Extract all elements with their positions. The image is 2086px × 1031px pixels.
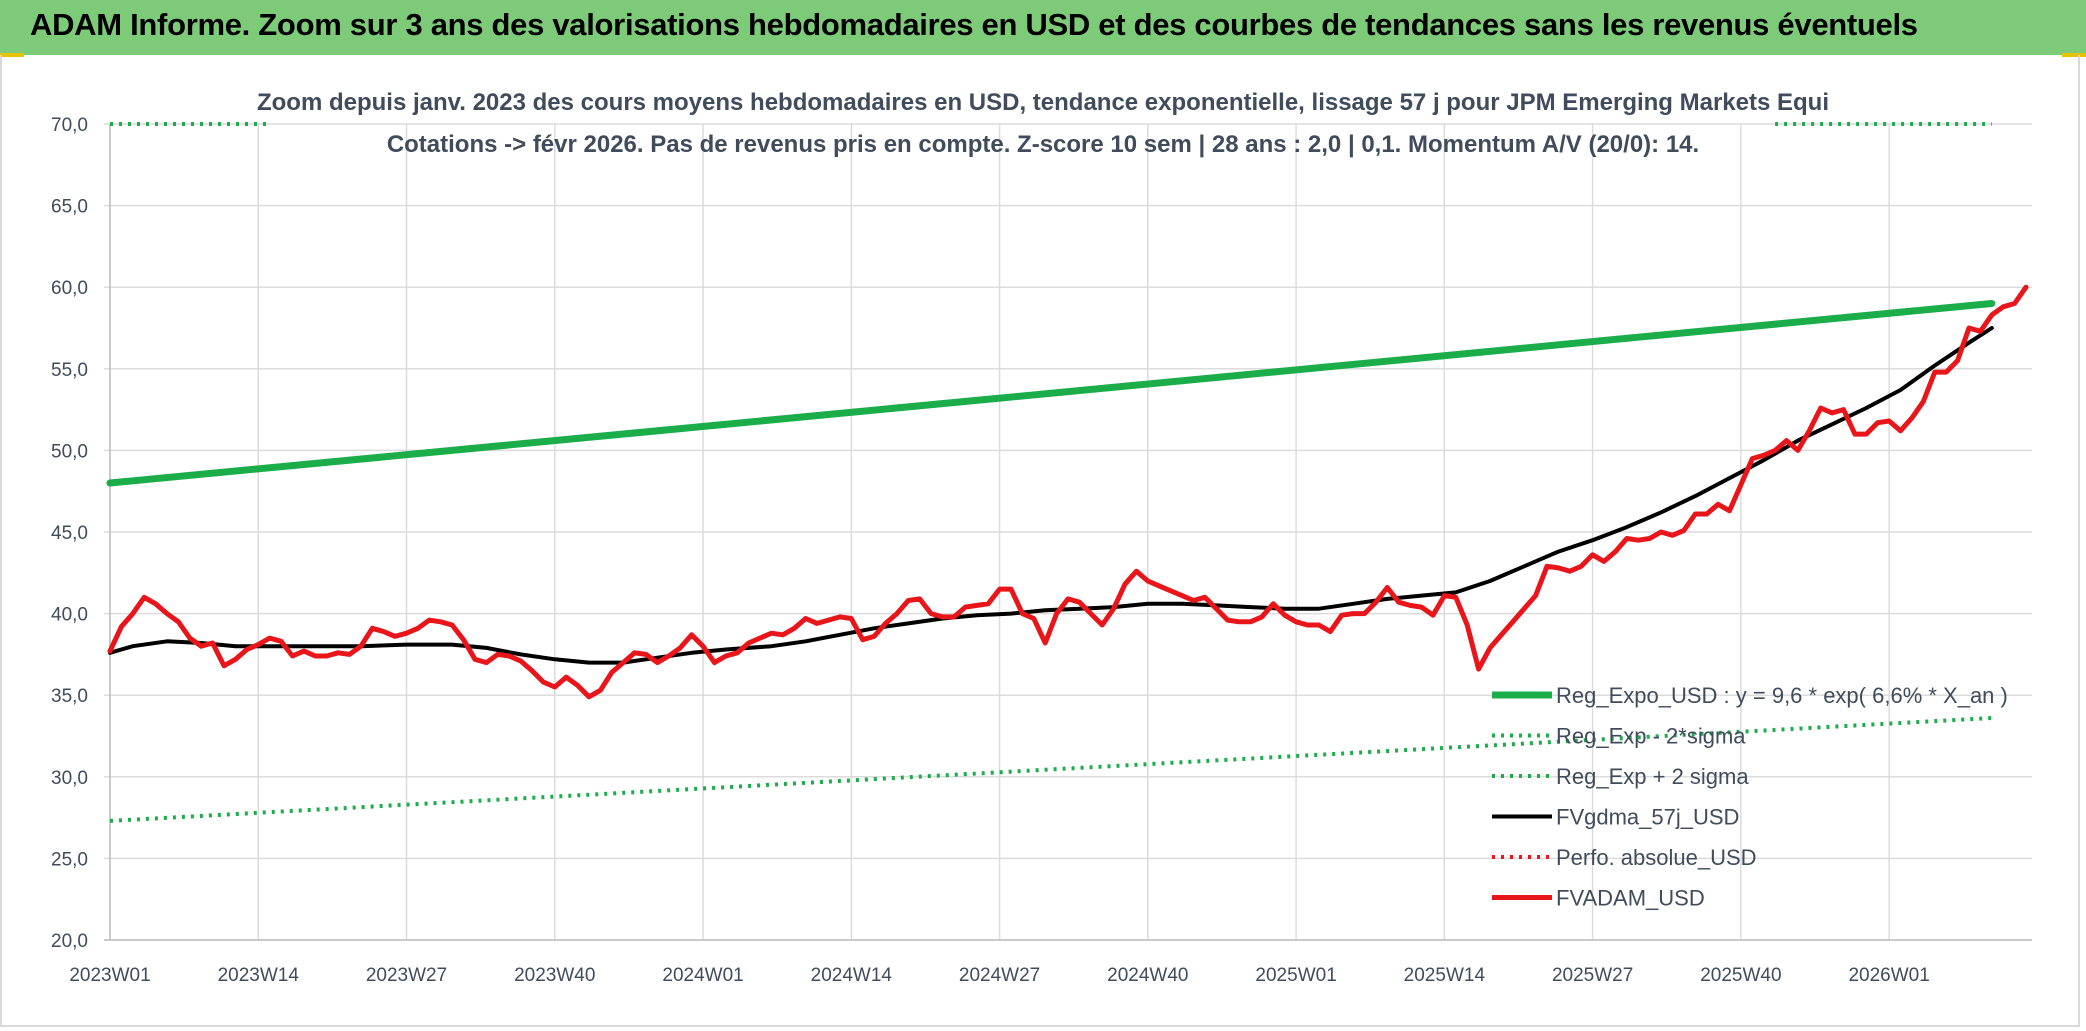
y-tick-label: 60,0 [51,278,88,299]
y-tick-label: 65,0 [51,197,88,218]
header-bar: ADAM Informe. Zoom sur 3 ans des valoris… [0,0,2086,55]
x-tick-label: 2025W40 [1700,965,1781,986]
y-tick-label: 50,0 [51,441,88,462]
y-tick-label: 40,0 [51,605,88,626]
legend-label: Reg_Exp + 2 sigma [1556,764,1749,789]
x-tick-label: 2025W27 [1552,965,1633,986]
y-tick-label: 35,0 [51,686,88,707]
y-tick-label: 20,0 [51,931,88,952]
series-line-3 [108,326,1994,665]
x-tick-label: 2025W01 [1255,965,1336,986]
x-axis: 2023W01 2023W14 2023W27 2023W40 2024W01 2024W… [69,939,2032,986]
series-line-0 [106,300,1996,487]
x-tick-label: 2024W27 [959,965,1040,986]
legend: Reg_Expo_USD : y = 9,6 * exp( 6,6% * X_a… [1492,683,2008,911]
x-tick-label: 2023W01 [69,965,150,986]
gridlines [104,123,2032,941]
series-line-5 [107,284,2029,700]
legend-label: Reg_Expo_USD : y = 9,6 * exp( 6,6% * X_a… [1556,683,2008,708]
x-tick-label: 2023W40 [514,965,595,986]
y-tick-label: 30,0 [51,768,88,789]
x-tick-label: 2023W14 [218,965,300,986]
chart-title-line-1: Zoom depuis janv. 2023 des cours moyens … [257,89,1829,116]
x-tick-label: 2025W14 [1404,965,1486,986]
y-tick-label: 55,0 [51,360,88,381]
legend-label: FVgdma_57j_USD [1556,805,1739,830]
legend-label: Reg_Exp - 2*sigma [1556,724,1746,749]
chart-title-line-2: Cotations -> févr 2026. Pas de revenus p… [387,131,1699,158]
x-tick-label: 2024W14 [811,965,893,986]
chart-frame [0,55,2080,1027]
y-tick-label: 45,0 [51,523,88,544]
corner-accent-left [0,53,24,57]
corner-accent-right [2062,53,2086,57]
x-tick-label: 2024W01 [662,965,743,986]
legend-label: FVADAM_USD [1556,886,1705,911]
legend-label: Perfo. absolue_USD [1556,845,1757,870]
y-axis: 20,0 25,0 30,0 35,0 40,0 45,0 50,0 55,0 60,0 65,0… [51,115,111,952]
x-tick-label: 2023W27 [366,965,447,986]
x-tick-label: 2024W40 [1107,965,1188,986]
y-tick-label: 70,0 [51,115,88,136]
series-group [106,122,2029,823]
header-title: ADAM Informe. Zoom sur 3 ans des valoris… [30,7,1918,42]
x-tick-label: 2026W01 [1848,965,1929,986]
y-tick-label: 25,0 [51,849,88,870]
